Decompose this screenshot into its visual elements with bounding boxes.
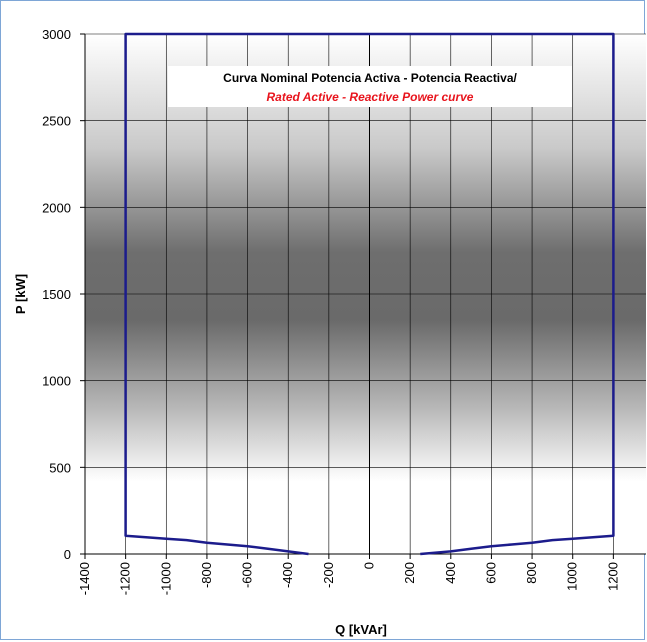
x-tick-label: -1400 <box>77 562 92 595</box>
chart-subtitle: Rated Active - Reactive Power curve <box>267 90 474 104</box>
y-tick-label: 2500 <box>42 114 71 129</box>
x-tick-label: 400 <box>443 562 458 584</box>
y-tick-labels: 0 500 1000 1500 2000 2500 3000 <box>42 27 71 562</box>
x-tick-label: -600 <box>240 562 255 588</box>
x-tick-labels: -1400 -1200 -1000 -800 -600 -400 -200 0 200 400 60… <box>77 562 620 595</box>
axes <box>80 33 646 559</box>
x-tick-label: 1200 <box>605 562 620 591</box>
pq-curve-line <box>124 32 615 556</box>
x-tick-label: -400 <box>280 562 295 588</box>
y-tick-label: 3000 <box>42 27 71 42</box>
y-tick-label: 1000 <box>42 374 71 389</box>
chart-title: Curva Nominal Potencia Activa - Potencia… <box>223 71 517 85</box>
x-tick-label: 1000 <box>565 562 580 591</box>
x-tick-label: 600 <box>483 562 498 584</box>
x-tick-label: -800 <box>199 562 214 588</box>
x-axis-title: Q [kVAr] <box>335 622 387 637</box>
y-tick-label: 500 <box>49 460 71 475</box>
x-tick-label: 200 <box>402 562 417 584</box>
y-tick-label: 2000 <box>42 200 71 215</box>
y-tick-label: 0 <box>64 547 71 562</box>
x-tick-label: -1200 <box>118 562 133 595</box>
x-tick-label: 800 <box>524 562 539 584</box>
title-box <box>168 66 572 107</box>
series-layer <box>124 32 615 556</box>
x-tick-label: 0 <box>362 562 377 569</box>
x-tick-label: -200 <box>321 562 336 588</box>
y-tick-label: 1500 <box>42 287 71 302</box>
x-tick-label: -1000 <box>158 562 173 595</box>
y-axis-title: P [kW] <box>13 274 28 314</box>
